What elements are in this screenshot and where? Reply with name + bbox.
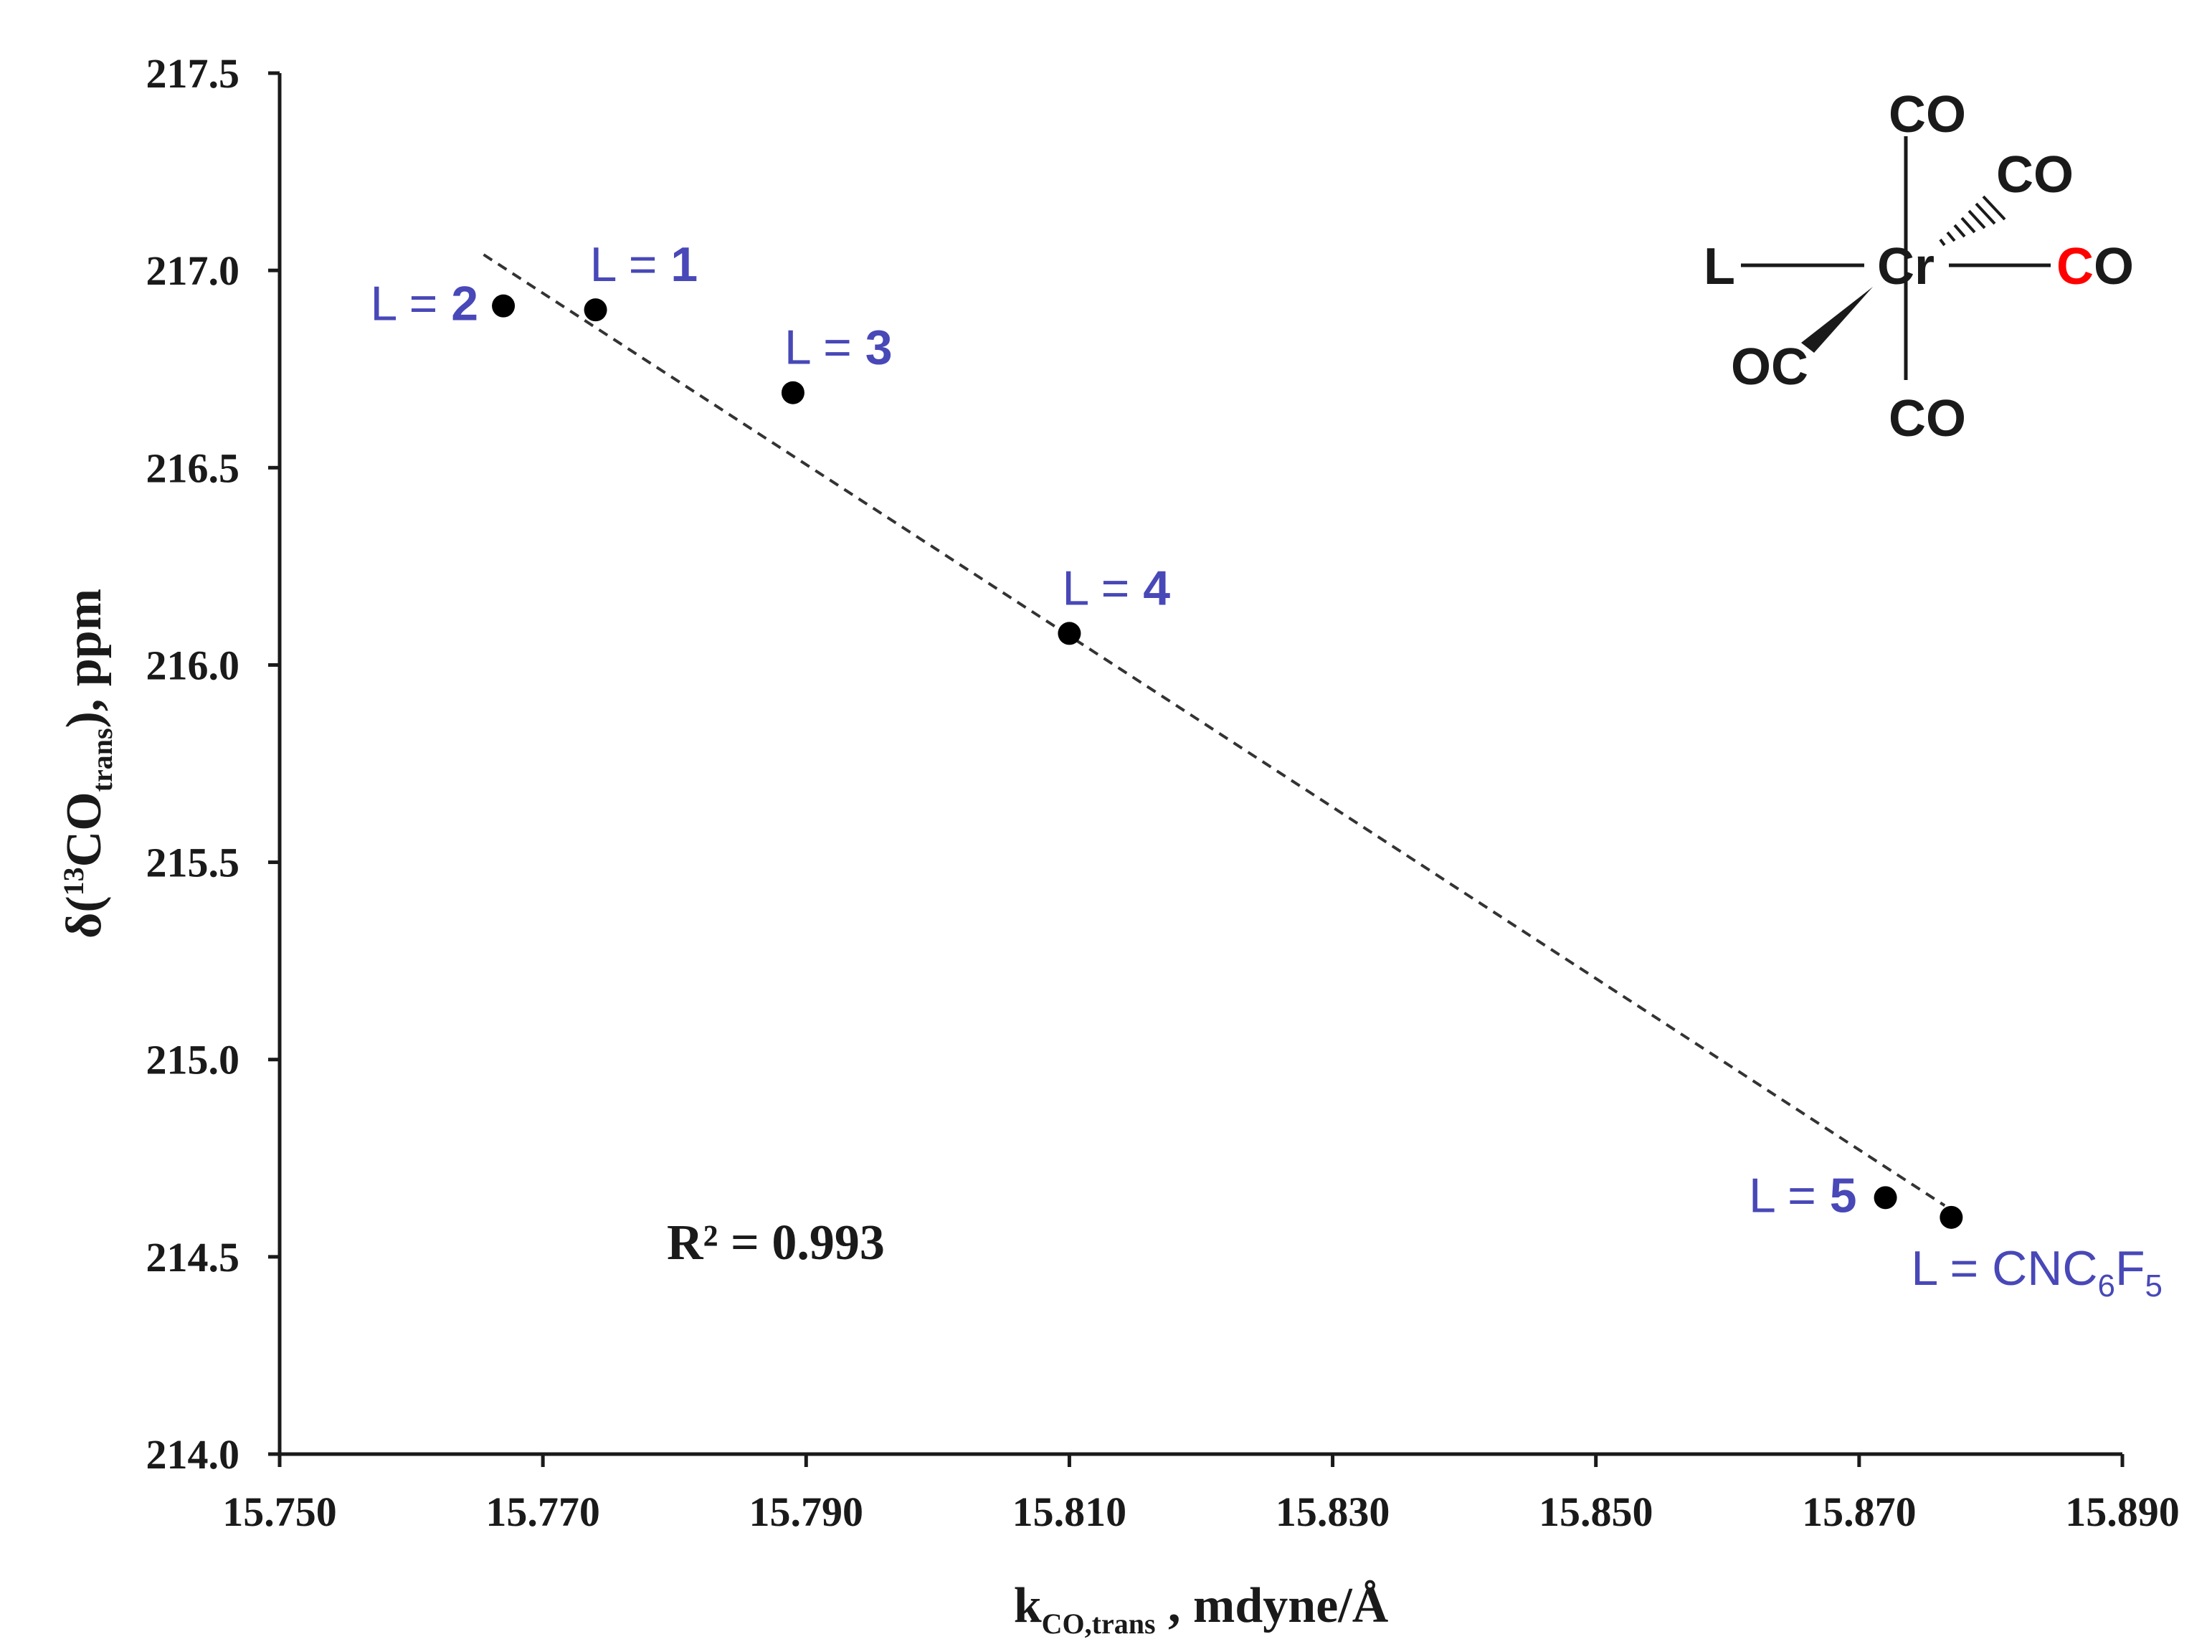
atom-oc-front: OC bbox=[1731, 338, 1808, 396]
point-label-number: 5 bbox=[1830, 1168, 1857, 1223]
point-label-prefix: L = bbox=[370, 277, 451, 331]
point-label-prefix: L = bbox=[784, 321, 865, 375]
data-point bbox=[781, 381, 804, 404]
point-label: L = CNC6F5 bbox=[1911, 1241, 2163, 1304]
y-axis-title-pre: δ( bbox=[57, 896, 112, 939]
point-label-element: F bbox=[2115, 1241, 2145, 1296]
point-label-number: 3 bbox=[865, 321, 893, 375]
atom-ligand-l: L bbox=[1704, 238, 1735, 295]
x-tick-label: 15.850 bbox=[1539, 1489, 1653, 1535]
y-tick-label: 216.5 bbox=[146, 445, 240, 491]
y-tick-label: 216.0 bbox=[146, 642, 240, 688]
x-tick-label: 15.890 bbox=[2065, 1489, 2180, 1535]
r2-annotation: R² = 0.993 bbox=[667, 1215, 885, 1271]
data-point bbox=[1940, 1205, 1963, 1229]
x-axis-title-rest: , mdyne/Å bbox=[1156, 1578, 1389, 1633]
point-label: L = 2 bbox=[370, 277, 478, 331]
point-label-number: 4 bbox=[1143, 561, 1170, 615]
point-label-prefix: L = bbox=[1062, 561, 1143, 615]
x-tick-label: 15.810 bbox=[1012, 1489, 1127, 1535]
point-label-prefix: L = CNC bbox=[1911, 1241, 2097, 1296]
point-label: L = 1 bbox=[590, 237, 698, 292]
point-label-prefix: L = bbox=[1749, 1168, 1830, 1223]
atom-cr: Cr bbox=[1877, 238, 1935, 295]
x-axis-ticks: 15.750 15.770 15.790 15.810 15.830 15.850 15.8… bbox=[222, 1454, 2180, 1535]
hashed-bond-back bbox=[1939, 195, 2006, 247]
data-points bbox=[492, 294, 1963, 1229]
point-label: L = 3 bbox=[784, 321, 893, 375]
y-axis-ticks: 214.0 214.5 215.0 215.5 216.0 216.5 217.0 217.5 bbox=[146, 50, 280, 1478]
x-axis-title-main: k bbox=[1014, 1578, 1042, 1633]
x-tick-label: 15.790 bbox=[749, 1489, 864, 1535]
point-label-number: 1 bbox=[670, 237, 698, 292]
point-label-prefix: L = bbox=[590, 237, 671, 292]
y-axis-title-sup: 13 bbox=[57, 867, 90, 896]
x-tick-label: 15.750 bbox=[222, 1489, 337, 1535]
x-axis-title-sub: CO,trans bbox=[1042, 1608, 1156, 1640]
trendline bbox=[483, 253, 1946, 1207]
atom-co-back: CO bbox=[1996, 146, 2074, 204]
y-tick-label: 214.0 bbox=[146, 1431, 240, 1478]
point-label-subscript: 6 bbox=[2097, 1268, 2114, 1304]
wedge-bond-front bbox=[1801, 287, 1873, 353]
atom-co-bottom: CO bbox=[1889, 390, 1966, 447]
y-tick-label: 215.5 bbox=[146, 840, 240, 886]
x-tick-label: 15.870 bbox=[1802, 1489, 1917, 1535]
point-label-number: 2 bbox=[451, 277, 478, 331]
y-axis-title: δ(13COtrans), ppm bbox=[57, 589, 118, 939]
y-tick-label: 215.0 bbox=[146, 1037, 240, 1083]
cr-complex-structure: CO CO L Cr CO OC CO bbox=[1704, 86, 2134, 447]
y-tick-label: 217.0 bbox=[146, 247, 240, 294]
data-point bbox=[1058, 622, 1081, 645]
y-axis-title-sub: trans bbox=[86, 728, 118, 792]
data-point bbox=[584, 298, 607, 322]
point-label: L = 5 bbox=[1749, 1168, 1857, 1223]
atom-co-top: CO bbox=[1889, 86, 1966, 143]
x-tick-label: 15.770 bbox=[485, 1489, 600, 1535]
point-labels: L = 2L = 1L = 3L = 4L = 5L = CNC6F5 bbox=[370, 237, 2163, 1304]
data-point bbox=[492, 294, 516, 318]
y-axis-title-rest: ), ppm bbox=[57, 589, 112, 728]
y-axis-title-main: CO bbox=[57, 792, 112, 867]
y-tick-label: 217.5 bbox=[146, 50, 240, 97]
data-point bbox=[1874, 1186, 1897, 1210]
x-tick-label: 15.830 bbox=[1276, 1489, 1390, 1535]
point-label: L = 4 bbox=[1062, 561, 1170, 615]
point-label-subscript: 5 bbox=[2145, 1268, 2163, 1304]
atom-co-trans-oxygen: O bbox=[2094, 238, 2134, 295]
atom-co-trans-carbon: C bbox=[2056, 238, 2094, 295]
y-tick-label: 214.5 bbox=[146, 1234, 240, 1281]
x-axis-title: kCO,trans , mdyne/Å bbox=[1014, 1578, 1389, 1640]
atom-co-trans: CO bbox=[2056, 238, 2134, 295]
